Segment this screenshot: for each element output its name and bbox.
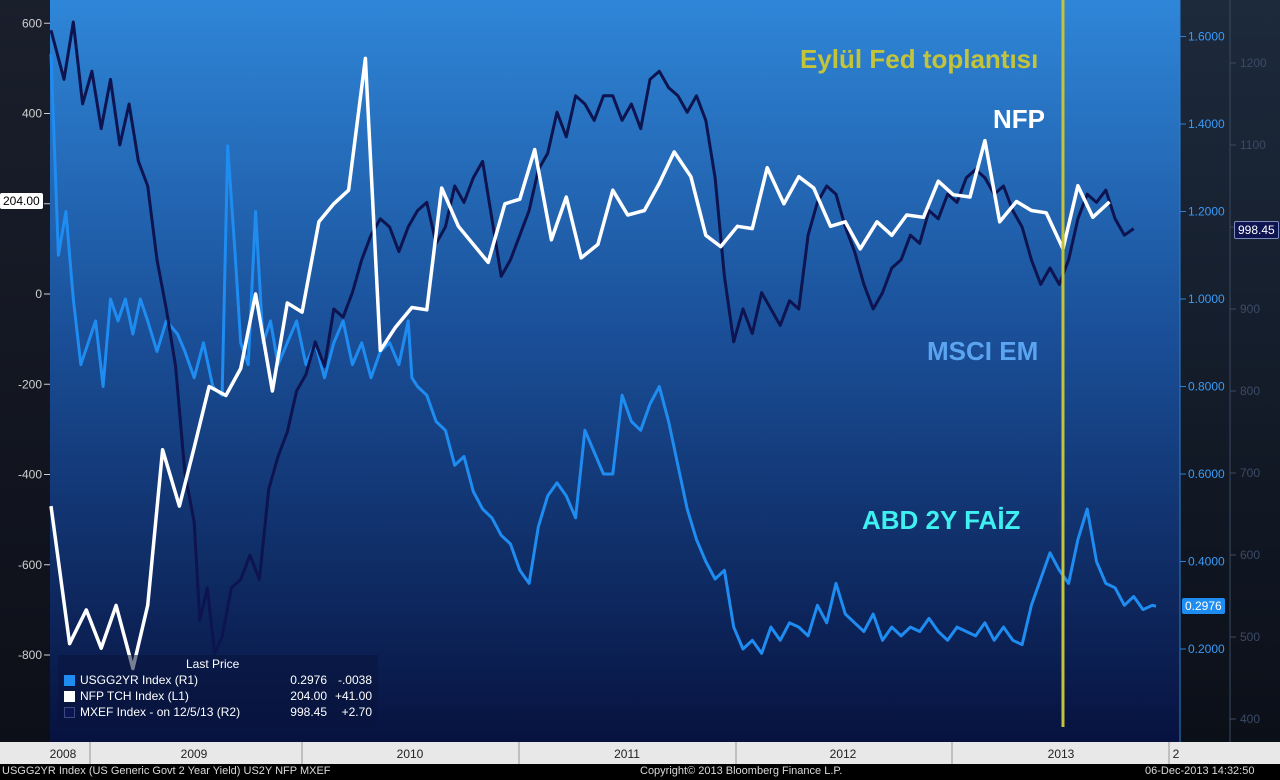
x-tick-label: 2011: [614, 747, 640, 761]
legend-header: Last Price: [186, 657, 240, 671]
x-tick-label: 2012: [830, 747, 857, 761]
annotation-msci: MSCI EM: [927, 336, 1039, 366]
legend-name: USGG2YR Index (R1): [80, 673, 199, 687]
x-tick-label: 2010: [397, 747, 424, 761]
right2-tick-label: 800: [1240, 384, 1260, 398]
legend-change: -.0038: [337, 673, 372, 687]
x-tick-label: 2009: [181, 747, 208, 761]
annotation-fed: Eylül Fed toplantısı: [800, 44, 1039, 74]
left-tick-label: -200: [18, 377, 42, 391]
x-tick-label: 2: [1173, 747, 1180, 761]
x-tick-label: 2008: [50, 747, 77, 761]
series-line-1: [49, 56, 1111, 671]
series-line-2: [49, 20, 1135, 655]
footer: USGG2YR Index (US Generic Govt 2 Year Yi…: [0, 764, 1280, 780]
left-tick-label: 400: [22, 107, 42, 121]
series-group: [49, 20, 1157, 671]
left-tick-label: 600: [22, 16, 42, 30]
chart: 6004002000-200-400-600-800 1.60001.40001…: [0, 0, 1280, 764]
right1-tick-label: 0.4000: [1188, 555, 1225, 569]
annotation-nfp: NFP: [993, 104, 1045, 134]
legend-swatch: [64, 707, 75, 718]
left-tick-label: -800: [18, 648, 42, 662]
right1-tick-label: 1.4000: [1188, 117, 1225, 131]
legend-swatch: [64, 675, 75, 686]
right1-tick-label: 1.6000: [1188, 30, 1225, 44]
right1-tick-label: 0.8000: [1188, 380, 1225, 394]
right2-tick-label: 1100: [1240, 138, 1266, 152]
left-axis-ticks: 6004002000-200-400-600-800: [18, 16, 50, 662]
right1-tick-label: 0.2000: [1188, 642, 1225, 656]
right2-tick-label: 600: [1240, 548, 1260, 562]
legend-row-nfp: NFP TCH Index (L1) 204.00 +41.00: [64, 689, 376, 704]
left-axis-bg: [0, 0, 50, 742]
legend-last: 998.45: [290, 705, 327, 719]
annotation-abd: ABD 2Y FAİZ: [862, 505, 1021, 535]
legend-change: +2.70: [341, 705, 372, 719]
x-tick-label: 2013: [1048, 747, 1075, 761]
nfp-value-tag: 204.00: [0, 193, 43, 209]
right2-tick-label: 700: [1240, 466, 1260, 480]
footer-right: 06-Dec-2013 14:32:50: [1145, 765, 1255, 777]
legend-swatch: [64, 691, 75, 702]
right2-tick-label: 900: [1240, 302, 1260, 316]
legend-row-mxef: MXEF Index - on 12/5/13 (R2) 998.45 +2.7…: [64, 705, 376, 720]
right1-axis-ticks: 1.6000 1.4000 1.2000 1.0000 0.8000 0.6000 0.40…: [1180, 30, 1225, 656]
mxef-value-tag: 998.45: [1234, 221, 1279, 239]
right2-tick-label: 400: [1240, 712, 1260, 726]
left-tick-label: 0: [35, 287, 42, 301]
legend-row-usgg: USGG2YR Index (R1) 0.2976 -.0038: [64, 673, 376, 688]
legend-name: NFP TCH Index (L1): [80, 689, 189, 703]
legend-last: 204.00: [290, 689, 327, 703]
right1-tick-label: 1.2000: [1188, 205, 1225, 219]
x-axis-ticks: 2008 2009 2010 2011 2012 2013 2: [50, 742, 1180, 764]
footer-center: Copyright© 2013 Bloomberg Finance L.P.: [640, 765, 843, 777]
legend-name: MXEF Index - on 12/5/13 (R2): [80, 705, 241, 719]
left-tick-label: -400: [18, 468, 42, 482]
legend-change: +41.00: [334, 689, 372, 703]
left-tick-label: -600: [18, 558, 42, 572]
usgg-value-tag: 0.2976: [1182, 598, 1225, 614]
x-axis-bg: [0, 742, 1280, 764]
footer-left: USGG2YR Index (US Generic Govt 2 Year Yi…: [2, 765, 331, 777]
right1-tick-label: 1.0000: [1188, 292, 1225, 306]
legend: Last Price USGG2YR Index (R1) 0.2976 -.0…: [58, 655, 378, 727]
right2-tick-label: 1200: [1240, 56, 1267, 70]
right2-tick-label: 500: [1240, 630, 1260, 644]
legend-last: 0.2976: [290, 673, 327, 687]
right1-tick-label: 0.6000: [1188, 467, 1225, 481]
